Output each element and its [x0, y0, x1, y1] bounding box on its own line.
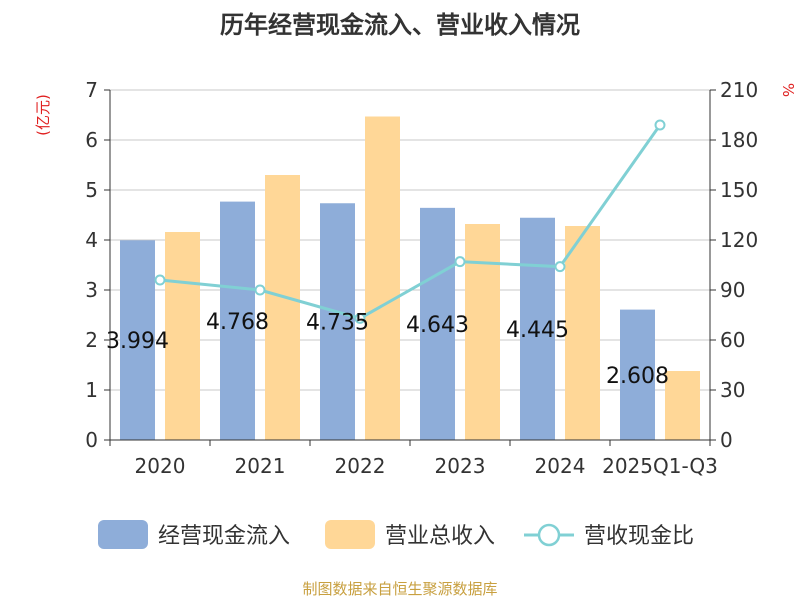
bar-value-label: 4.768	[206, 310, 269, 335]
legend-label: 经营现金流入	[158, 524, 290, 549]
ratio-point	[454, 256, 466, 268]
right-tick-label: 30	[720, 378, 745, 402]
x-tick-label: 2020	[135, 454, 186, 478]
bar-value-label: 4.445	[506, 318, 569, 343]
bars	[120, 116, 700, 440]
bar-cash-inflow	[620, 309, 655, 440]
bar-cash-inflow	[420, 207, 455, 440]
bar-value-label: 4.643	[406, 313, 469, 338]
left-axis-unit: (亿元)	[34, 94, 52, 136]
bar-revenue	[265, 175, 300, 440]
left-tick-label: 1	[85, 378, 98, 402]
bar-revenue	[365, 116, 400, 440]
ratio-line-path	[159, 124, 662, 320]
left-tick-label: 6	[85, 128, 98, 152]
bar-revenue	[465, 224, 500, 440]
bar-revenue	[665, 371, 700, 440]
bar-labels: 3.994 4.768 4.735 4.643 4.445 2.608	[106, 310, 669, 389]
bar-cash-inflow	[520, 217, 555, 440]
right-tick-label: 0	[720, 428, 733, 452]
bar-cash-inflow	[120, 240, 155, 440]
right-axis-unit: %	[779, 83, 797, 97]
legend-swatch	[325, 520, 375, 549]
x-tick-label: 2021	[235, 454, 286, 478]
x-tick-label: 2023	[435, 454, 486, 478]
left-tick-label: 4	[85, 228, 98, 252]
left-tick-label: 5	[85, 178, 98, 202]
source-note: 制图数据来自恒生聚源数据库	[302, 580, 497, 598]
right-tick-label: 120	[720, 228, 758, 252]
x-tick-label: 2022	[335, 454, 386, 478]
legend-swatch	[98, 520, 148, 549]
right-tick-label: 150	[720, 178, 758, 202]
bar-value-label: 4.735	[306, 311, 369, 336]
ratio-line	[154, 119, 666, 324]
right-tick-label: 210	[720, 78, 758, 102]
axes: 0 1 2 3 4 5 6 7 0 30 60 90 120 150 180 210 2020 2021 2022 2…	[85, 78, 758, 478]
legend-label: 营收现金比	[584, 524, 694, 549]
bar-value-label: 2.608	[606, 364, 669, 389]
ratio-point	[154, 274, 166, 286]
right-tick-label: 60	[720, 328, 745, 352]
left-tick-label: 3	[85, 278, 98, 302]
bar-value-label: 3.994	[106, 329, 169, 354]
left-tick-label: 0	[85, 428, 98, 452]
ratio-point	[654, 119, 666, 131]
bar-cash-inflow	[220, 201, 255, 440]
chart-title: 历年经营现金流入、营业收入情况	[220, 11, 580, 39]
legend: 经营现金流入 营业总收入 营收现金比	[98, 520, 694, 549]
ratio-point	[554, 261, 566, 273]
ratio-point	[354, 312, 366, 324]
ratio-point	[254, 284, 266, 296]
x-tick-label: 2025Q1-Q3	[602, 454, 718, 478]
right-tick-label: 90	[720, 278, 745, 302]
bar-revenue	[565, 226, 600, 440]
left-tick-label: 2	[85, 328, 98, 352]
bar-cash-inflow	[320, 203, 355, 440]
bar-revenue	[165, 232, 200, 440]
left-tick-label: 7	[85, 78, 98, 102]
right-tick-label: 180	[720, 128, 758, 152]
legend-marker	[537, 523, 561, 547]
x-tick-label: 2024	[535, 454, 586, 478]
legend-label: 营业总收入	[385, 524, 495, 549]
